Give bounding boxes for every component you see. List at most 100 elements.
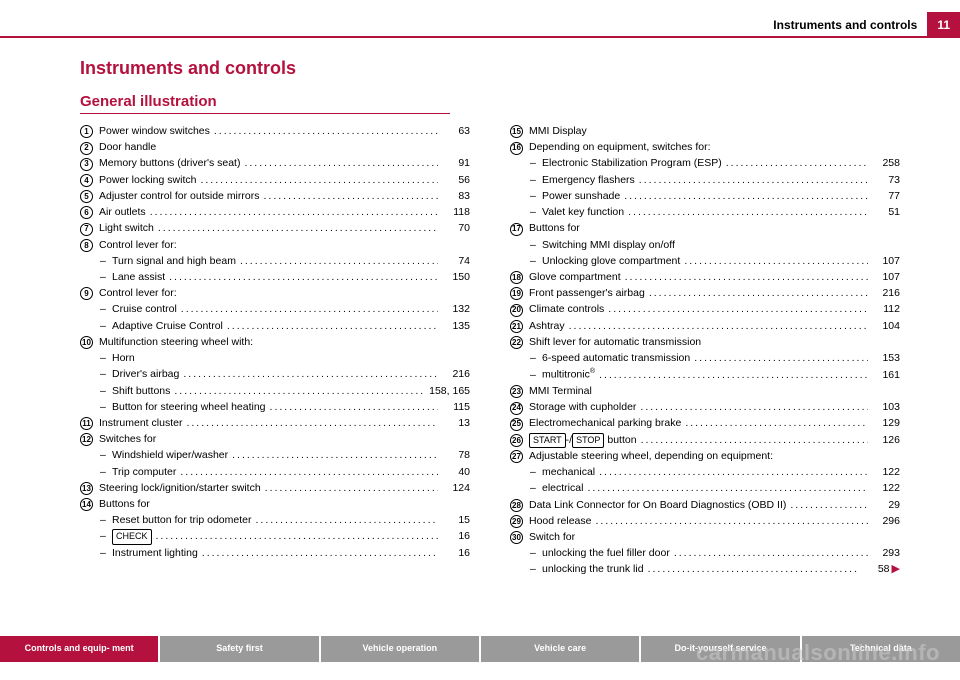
list-subitem: –Adaptive Cruise Control135 <box>80 319 470 334</box>
sub-dash: – <box>530 351 538 366</box>
item-label: Trip computer <box>112 465 176 480</box>
page-ref: 51 <box>872 205 900 220</box>
page-ref: 29 <box>872 498 900 513</box>
sub-dash: – <box>100 448 108 463</box>
page-ref: 13 <box>442 416 470 431</box>
item-label: Shift lever for automatic transmission <box>529 335 701 350</box>
item-marker: 12 <box>80 433 93 446</box>
item-marker: 20 <box>510 304 523 317</box>
list-item: 13Steering lock/ignition/starter switch1… <box>80 481 470 496</box>
list-subitem: –6-speed automatic transmission153 <box>510 351 900 366</box>
section-title: General illustration <box>80 93 450 114</box>
item-label: MMI Terminal <box>529 384 592 399</box>
leader-dots <box>569 319 868 334</box>
list-subitem: –Power sunshade77 <box>510 189 900 204</box>
sub-dash: – <box>530 465 538 480</box>
continue-arrow-icon: ▶ <box>892 562 900 578</box>
page-header: Instruments and controls 11 <box>773 12 960 38</box>
sub-dash: – <box>530 189 538 204</box>
leader-dots <box>156 529 438 544</box>
item-label: Multifunction steering wheel with: <box>99 335 253 350</box>
leader-dots <box>674 546 868 561</box>
item-label: Hood release <box>529 514 591 529</box>
page-ref: 83 <box>442 189 470 204</box>
footer-tab[interactable]: Do-it-yourself service <box>641 636 799 662</box>
list-subitem: –Reset button for trip odometer15 <box>80 513 470 528</box>
item-label: Switching MMI display on/off <box>542 238 675 253</box>
item-marker: 29 <box>510 515 523 528</box>
list-subitem: –Horn <box>80 351 470 366</box>
item-marker: 19 <box>510 287 523 300</box>
item-marker: 8 <box>80 239 93 252</box>
page-ref: 150 <box>442 270 470 285</box>
sub-dash: – <box>100 400 108 415</box>
footer-tab[interactable]: Technical data <box>802 636 960 662</box>
leader-dots <box>684 254 868 269</box>
list-subitem: –electrical122 <box>510 481 900 496</box>
leader-dots <box>694 351 868 366</box>
list-item: 8 Control lever for: <box>80 238 470 253</box>
footer-tab[interactable]: Safety first <box>160 636 318 662</box>
item-label: Glove compartment <box>529 270 621 285</box>
leader-dots <box>624 189 868 204</box>
item-label: Control lever for: <box>99 238 177 253</box>
item-label: Buttons for <box>99 497 150 512</box>
list-subitem: –Trip computer40 <box>80 465 470 480</box>
item-label: Switches for <box>99 432 156 447</box>
footer-tab[interactable]: Vehicle operation <box>321 636 479 662</box>
item-label: MMI Display <box>529 124 587 139</box>
leader-dots <box>169 270 438 285</box>
start-label: START <box>529 433 566 448</box>
sub-dash: – <box>530 238 538 253</box>
leader-dots <box>186 416 438 431</box>
item-label: Reset button for trip odometer <box>112 513 252 528</box>
footer-tab[interactable]: Controls and equip- ment <box>0 636 158 662</box>
footer-tab[interactable]: Vehicle care <box>481 636 639 662</box>
list-item: 14Buttons for <box>80 497 470 512</box>
list-subitem: –Button for steering wheel heating115 <box>80 400 470 415</box>
list-item: 4Power locking switch56 <box>80 173 470 188</box>
sub-dash: – <box>100 302 108 317</box>
right-column: 15MMI Display16Depending on equipment, s… <box>510 124 900 579</box>
list-item: 28Data Link Connector for On Board Diagn… <box>510 498 900 513</box>
leader-dots <box>244 156 438 171</box>
item-label: 6-speed automatic transmission <box>542 351 690 366</box>
leader-dots <box>158 221 438 236</box>
item-marker: 1 <box>80 125 93 138</box>
list-subitem: –unlocking the trunk lid58▶ <box>510 562 900 578</box>
item-label: Horn <box>112 351 135 366</box>
sub-dash: – <box>100 319 108 334</box>
list-item: 23 MMI Terminal <box>510 384 900 399</box>
item-label: Storage with cupholder <box>529 400 636 415</box>
item-label: Switch for <box>529 530 575 545</box>
sub-dash: – <box>530 205 538 220</box>
list-item: 15MMI Display <box>510 124 900 139</box>
item-marker: 27 <box>510 450 523 463</box>
list-subitem: –Cruise control132 <box>80 302 470 317</box>
item-label: unlocking the trunk lid <box>542 562 644 577</box>
list-item: 20Climate controls112 <box>510 302 900 317</box>
item-label: Ashtray <box>529 319 565 334</box>
leader-dots <box>150 205 438 220</box>
item-label: Shift buttons <box>112 384 170 399</box>
item-marker: 7 <box>80 223 93 236</box>
sub-dash: – <box>530 368 538 383</box>
page-ref: 161 <box>872 368 900 383</box>
item-marker: 4 <box>80 174 93 187</box>
sub-dash: – <box>530 156 538 171</box>
list-item: 19Front passenger's airbag216 <box>510 286 900 301</box>
item-label: Adaptive Cruise Control <box>112 319 223 334</box>
leader-dots <box>232 448 438 463</box>
sub-dash: – <box>100 513 108 528</box>
leader-dots <box>726 156 868 171</box>
stop-label: STOP <box>572 433 604 448</box>
list-subitem: –CHECK16 <box>80 529 470 544</box>
list-item: 22Shift lever for automatic transmission <box>510 335 900 350</box>
item-marker: 23 <box>510 385 523 398</box>
item-label: START-/STOP button <box>529 433 637 448</box>
item-marker: 6 <box>80 206 93 219</box>
page-ref: 107 <box>872 254 900 269</box>
page-ref: 107 <box>872 270 900 285</box>
item-label: Power locking switch <box>99 173 196 188</box>
item-label: electrical <box>542 481 583 496</box>
